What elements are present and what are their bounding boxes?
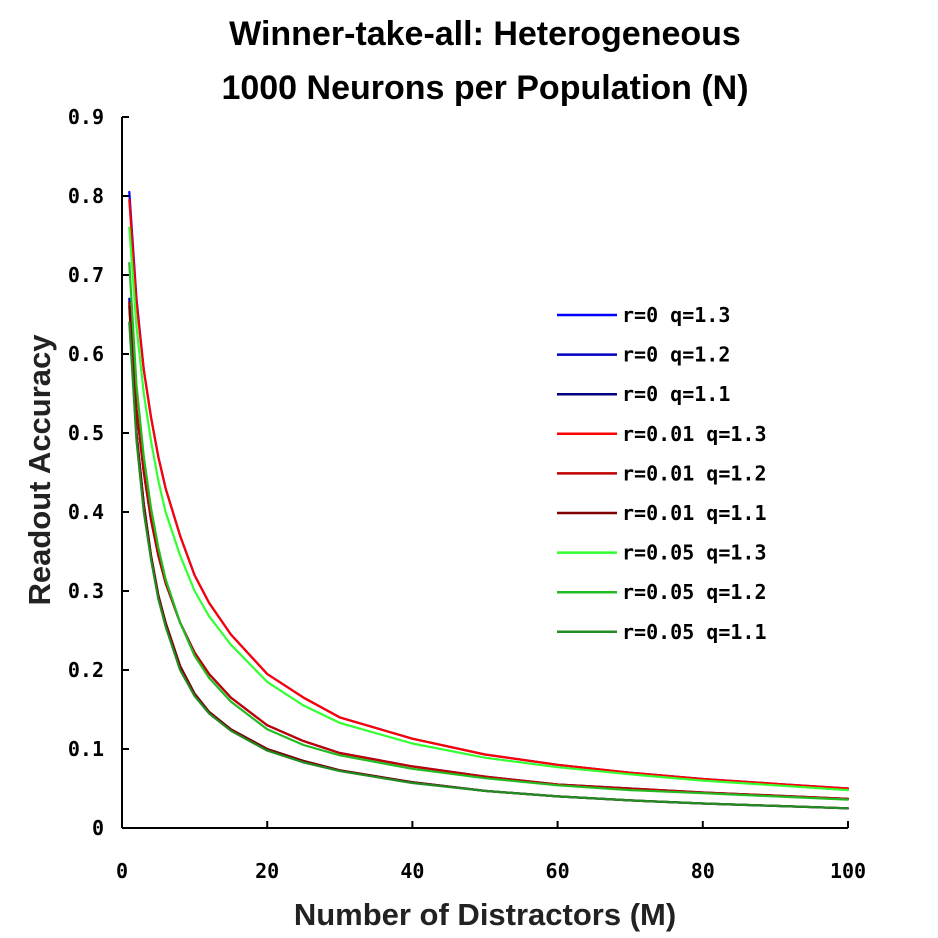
legend-item: r=0.05 q=1.1 [557, 620, 767, 644]
legend-item: r=0.01 q=1.1 [557, 501, 767, 525]
y-tick-label: 0.4 [68, 500, 104, 524]
legend-label: r=0.05 q=1.3 [622, 541, 767, 565]
y-axis-ticks: 0 0.1 0.2 0.3 0.4 0.5 0.6 0.7 0.8 0.9 [68, 105, 129, 840]
legend-label: r=0 q=1.3 [622, 303, 730, 327]
x-tick-label: 0 [116, 859, 128, 883]
y-axis-label: Readout Accuracy [22, 334, 57, 606]
series-line-4 [128, 198, 850, 790]
legend-label: r=0 q=1.2 [622, 343, 730, 367]
x-tick-label: 40 [400, 859, 424, 883]
legend-item: r=0 q=1.2 [557, 343, 730, 367]
x-tick-label: 20 [255, 859, 279, 883]
x-tick-label: 80 [691, 859, 715, 883]
legend-item: r=0 q=1.3 [557, 303, 730, 327]
series-line-5 [128, 301, 850, 800]
series-line-7 [128, 226, 850, 792]
legend-item: r=0 q=1.1 [557, 382, 730, 406]
legend-label: r=0.01 q=1.2 [622, 461, 767, 485]
y-tick-label: 0.2 [68, 658, 104, 682]
legend-item: r=0.01 q=1.3 [557, 422, 767, 446]
y-tick-label: 0.6 [68, 342, 104, 366]
y-tick-label: 0.8 [68, 184, 104, 208]
legend-item: r=0.05 q=1.2 [557, 580, 767, 604]
y-tick-label: 0.5 [68, 421, 104, 445]
y-tick-label: 0 [92, 816, 104, 840]
legend-label: r=0 q=1.1 [622, 382, 730, 406]
series-line-9 [128, 321, 850, 810]
y-tick-label: 0.1 [68, 737, 104, 761]
series-line-1 [128, 190, 850, 790]
legend-label: r=0.05 q=1.2 [622, 580, 767, 604]
x-axis-label: Number of Distractors (M) [294, 897, 676, 932]
x-axis-ticks: 0 20 40 60 80 100 [116, 821, 866, 883]
chart-title: Winner-take-all: Heterogeneous [229, 15, 741, 53]
y-tick-label: 0.7 [68, 263, 104, 287]
y-tick-label: 0.3 [68, 579, 104, 603]
x-tick-label: 60 [546, 859, 570, 883]
y-tick-label: 0.9 [68, 105, 104, 129]
legend: r=0 q=1.3 r=0 q=1.2 r=0 q=1.1 r=0.01 q=1.3 r… [557, 303, 767, 644]
series-line-8 [128, 262, 850, 801]
x-tick-label: 100 [830, 859, 866, 883]
legend-label: r=0.01 q=1.1 [622, 501, 767, 525]
legend-label: r=0.01 q=1.3 [622, 422, 767, 446]
plot-area: 0 20 40 60 80 100 0 0.1 0.2 0.3 0.4 0.5 0.6 0.7 0.8 0.… [68, 105, 866, 883]
legend-item: r=0.05 q=1.3 [557, 541, 767, 565]
series-lines [128, 190, 850, 810]
legend-item: r=0.01 q=1.2 [557, 461, 767, 485]
legend-label: r=0.05 q=1.1 [622, 620, 767, 644]
chart-subtitle: 1000 Neurons per Population (N) [221, 69, 748, 107]
